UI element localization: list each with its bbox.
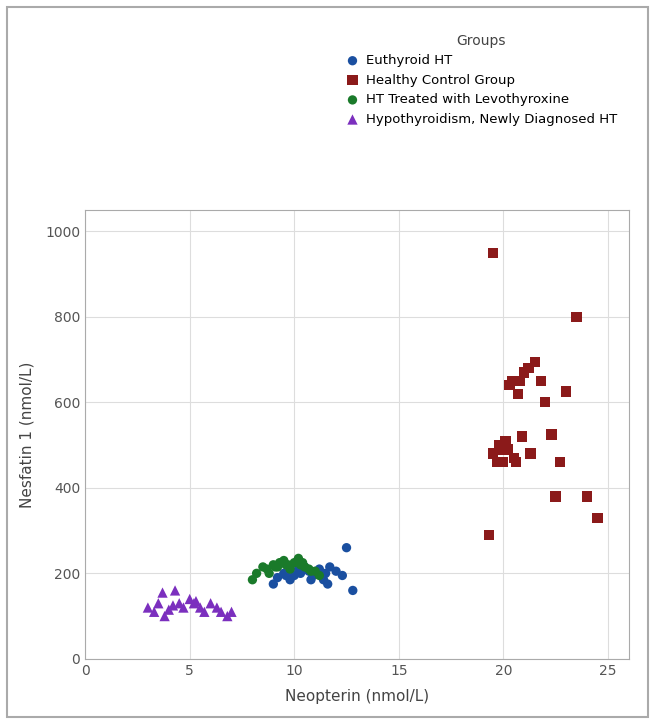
HT Treated with Levothyroxine <box>272 561 283 573</box>
HT Treated with Levothyroxine <box>289 557 299 568</box>
Euthyroid HT <box>268 578 278 590</box>
Hypothyroidism, Newly Diagnosed HT <box>170 585 180 597</box>
Healthy Control Group <box>513 388 523 400</box>
HT Treated with Levothyroxine <box>247 574 257 586</box>
Healthy Control Group <box>536 375 546 387</box>
Healthy Control Group <box>550 491 561 502</box>
HT Treated with Levothyroxine <box>285 563 295 575</box>
Euthyroid HT <box>331 565 341 577</box>
Euthyroid HT <box>318 574 329 586</box>
Euthyroid HT <box>306 574 316 586</box>
Euthyroid HT <box>325 561 335 573</box>
Healthy Control Group <box>540 397 550 408</box>
HT Treated with Levothyroxine <box>283 559 293 571</box>
Healthy Control Group <box>504 379 515 391</box>
Euthyroid HT <box>337 570 348 581</box>
Healthy Control Group <box>517 431 527 442</box>
Healthy Control Group <box>582 491 592 502</box>
Euthyroid HT <box>308 570 318 581</box>
Healthy Control Group <box>571 311 582 323</box>
HT Treated with Levothyroxine <box>257 561 268 573</box>
Healthy Control Group <box>561 386 571 397</box>
HT Treated with Levothyroxine <box>270 561 280 573</box>
Euthyroid HT <box>280 570 291 581</box>
Healthy Control Group <box>519 366 529 378</box>
Euthyroid HT <box>289 570 299 581</box>
HT Treated with Levothyroxine <box>297 557 308 568</box>
HT Treated with Levothyroxine <box>314 570 325 581</box>
Euthyroid HT <box>295 568 306 579</box>
HT Treated with Levothyroxine <box>293 552 304 564</box>
Hypothyroidism, Newly Diagnosed HT <box>226 606 236 618</box>
HT Treated with Levothyroxine <box>306 565 316 577</box>
Euthyroid HT <box>341 542 352 553</box>
Hypothyroidism, Newly Diagnosed HT <box>195 602 206 613</box>
Euthyroid HT <box>304 565 314 577</box>
Hypothyroidism, Newly Diagnosed HT <box>157 586 168 598</box>
Healthy Control Group <box>483 529 494 541</box>
Healthy Control Group <box>525 448 536 460</box>
Hypothyroidism, Newly Diagnosed HT <box>174 597 185 609</box>
Hypothyroidism, Newly Diagnosed HT <box>206 597 216 609</box>
HT Treated with Levothyroxine <box>280 559 291 571</box>
Euthyroid HT <box>312 568 322 579</box>
Healthy Control Group <box>500 435 511 447</box>
Euthyroid HT <box>310 568 320 579</box>
Hypothyroidism, Newly Diagnosed HT <box>185 593 195 605</box>
Healthy Control Group <box>506 375 517 387</box>
Euthyroid HT <box>299 561 310 573</box>
Healthy Control Group <box>546 429 557 440</box>
Hypothyroidism, Newly Diagnosed HT <box>164 604 174 615</box>
Hypothyroidism, Newly Diagnosed HT <box>189 597 199 609</box>
Healthy Control Group <box>523 362 534 374</box>
HT Treated with Levothyroxine <box>252 568 262 579</box>
Euthyroid HT <box>322 578 333 590</box>
Healthy Control Group <box>511 456 521 468</box>
HT Treated with Levothyroxine <box>274 557 285 568</box>
Healthy Control Group <box>555 456 565 468</box>
HT Treated with Levothyroxine <box>278 555 289 566</box>
Hypothyroidism, Newly Diagnosed HT <box>178 602 189 613</box>
Healthy Control Group <box>592 512 603 523</box>
Healthy Control Group <box>494 439 504 451</box>
Healthy Control Group <box>487 448 498 460</box>
Euthyroid HT <box>285 574 295 586</box>
Hypothyroidism, Newly Diagnosed HT <box>199 606 210 618</box>
Hypothyroidism, Newly Diagnosed HT <box>153 597 164 609</box>
Euthyroid HT <box>293 563 304 575</box>
Hypothyroidism, Newly Diagnosed HT <box>159 610 170 622</box>
Euthyroid HT <box>314 563 325 575</box>
Legend: Euthyroid HT, Healthy Control Group, HT Treated with Levothyroxine, Hypothyroidi: Euthyroid HT, Healthy Control Group, HT … <box>341 28 622 131</box>
HT Treated with Levothyroxine <box>304 563 314 575</box>
Healthy Control Group <box>515 375 525 387</box>
HT Treated with Levothyroxine <box>268 559 278 571</box>
HT Treated with Levothyroxine <box>299 561 310 573</box>
Healthy Control Group <box>487 247 498 258</box>
Hypothyroidism, Newly Diagnosed HT <box>143 602 153 613</box>
Y-axis label: Nesfatin 1 (nmol/L): Nesfatin 1 (nmol/L) <box>19 361 34 508</box>
Hypothyroidism, Newly Diagnosed HT <box>216 606 227 618</box>
Euthyroid HT <box>278 568 289 579</box>
Healthy Control Group <box>498 444 508 455</box>
Healthy Control Group <box>529 356 540 368</box>
X-axis label: Neopterin (nmol/L): Neopterin (nmol/L) <box>285 689 429 704</box>
HT Treated with Levothyroxine <box>262 563 272 575</box>
Healthy Control Group <box>502 444 513 455</box>
Hypothyroidism, Newly Diagnosed HT <box>222 610 233 622</box>
Hypothyroidism, Newly Diagnosed HT <box>149 606 159 618</box>
Healthy Control Group <box>492 456 502 468</box>
Euthyroid HT <box>272 572 283 584</box>
Euthyroid HT <box>320 568 331 579</box>
Healthy Control Group <box>508 452 519 463</box>
Healthy Control Group <box>498 456 508 468</box>
Hypothyroidism, Newly Diagnosed HT <box>191 595 201 607</box>
Hypothyroidism, Newly Diagnosed HT <box>212 602 222 613</box>
HT Treated with Levothyroxine <box>310 565 320 577</box>
HT Treated with Levothyroxine <box>295 559 306 571</box>
HT Treated with Levothyroxine <box>264 568 274 579</box>
Hypothyroidism, Newly Diagnosed HT <box>168 599 178 611</box>
Euthyroid HT <box>348 585 358 597</box>
